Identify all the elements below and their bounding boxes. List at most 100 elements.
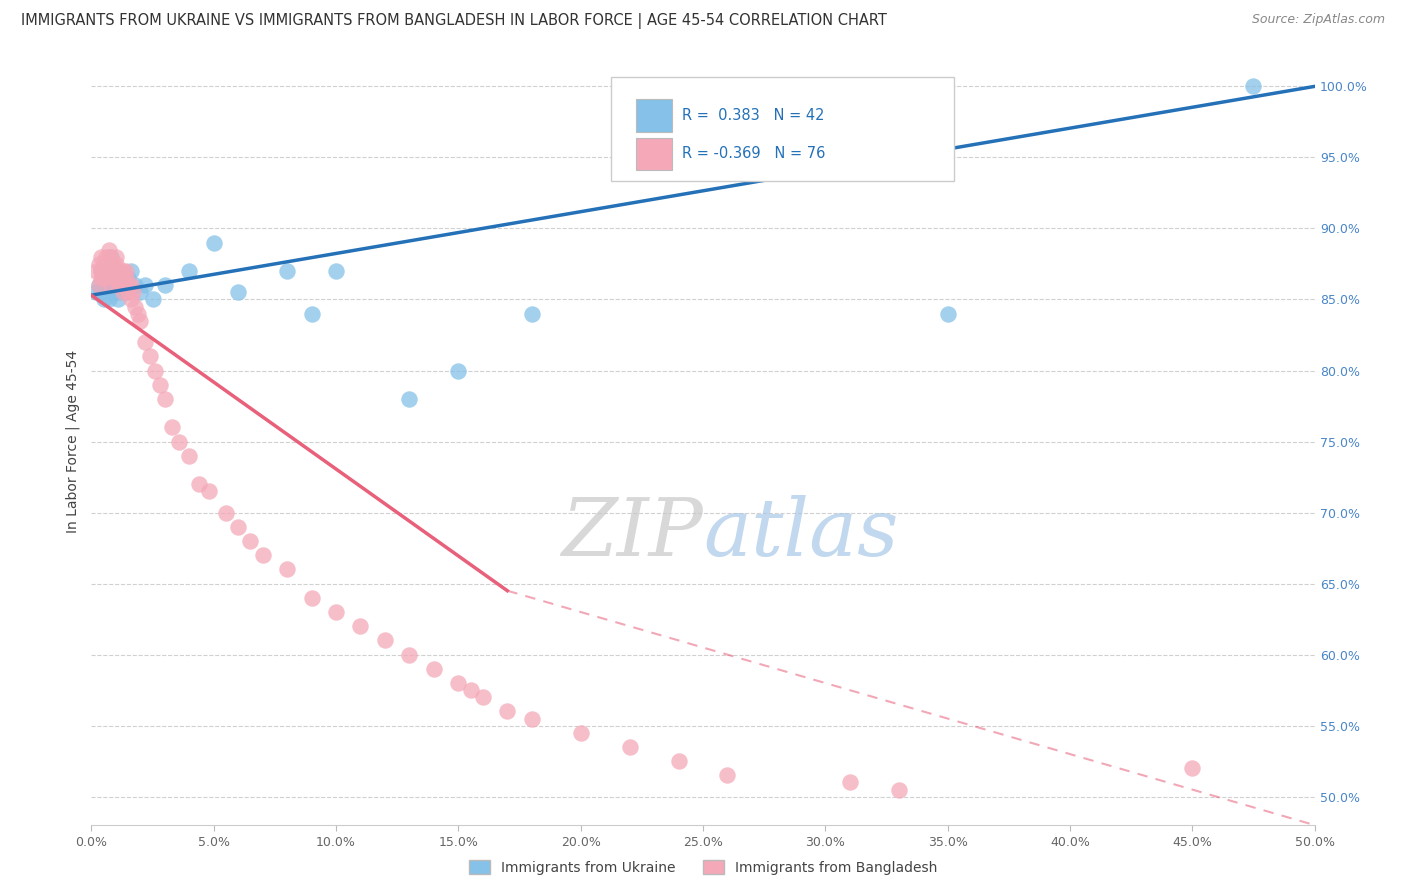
Point	[1243, 79, 1265, 94]
Point	[97, 293, 120, 307]
Point	[124, 300, 146, 314]
Point	[110, 278, 132, 293]
Point	[153, 278, 176, 293]
Point	[460, 683, 482, 698]
Point	[87, 257, 110, 271]
Point	[716, 768, 738, 782]
Point	[112, 285, 135, 300]
Point	[325, 605, 347, 619]
Text: atlas: atlas	[703, 495, 898, 573]
Point	[520, 307, 543, 321]
Point	[122, 285, 145, 300]
Text: R =  0.383   N = 42: R = 0.383 N = 42	[682, 108, 825, 123]
Point	[110, 285, 132, 300]
Point	[103, 285, 125, 300]
Legend: Immigrants from Ukraine, Immigrants from Bangladesh: Immigrants from Ukraine, Immigrants from…	[463, 855, 943, 880]
Point	[104, 264, 127, 278]
Point	[668, 754, 690, 768]
Text: IMMIGRANTS FROM UKRAINE VS IMMIGRANTS FROM BANGLADESH IN LABOR FORCE | AGE 45-54: IMMIGRANTS FROM UKRAINE VS IMMIGRANTS FR…	[21, 13, 887, 29]
Point	[84, 264, 107, 278]
Point	[226, 520, 249, 534]
Point	[94, 285, 117, 300]
Point	[104, 285, 127, 300]
Point	[112, 264, 135, 278]
Point	[103, 271, 125, 285]
Point	[97, 243, 120, 257]
Y-axis label: In Labor Force | Age 45-54: In Labor Force | Age 45-54	[66, 350, 80, 533]
FancyBboxPatch shape	[636, 137, 672, 170]
Point	[103, 271, 125, 285]
Point	[93, 264, 115, 278]
Point	[127, 307, 149, 321]
Point	[124, 278, 146, 293]
Point	[104, 271, 127, 285]
Point	[93, 271, 115, 285]
Point	[252, 548, 274, 562]
Point	[887, 782, 910, 797]
Point	[100, 278, 122, 293]
Point	[569, 725, 592, 739]
Point	[398, 392, 420, 406]
Point	[325, 264, 347, 278]
Point	[93, 293, 115, 307]
Point	[107, 264, 129, 278]
Point	[374, 633, 396, 648]
Point	[198, 484, 221, 499]
Point	[619, 739, 641, 754]
Point	[90, 271, 112, 285]
Point	[104, 257, 127, 271]
Point	[104, 278, 127, 293]
Point	[90, 264, 112, 278]
Point	[276, 264, 298, 278]
Point	[179, 449, 201, 463]
Point	[160, 420, 183, 434]
Point	[100, 250, 122, 264]
Point	[107, 278, 129, 293]
Point	[301, 591, 323, 605]
Point	[215, 506, 238, 520]
Point	[398, 648, 420, 662]
Point	[104, 250, 127, 264]
Point	[838, 775, 860, 789]
Point	[87, 278, 110, 293]
Point	[104, 264, 127, 278]
Point	[117, 271, 139, 285]
Point	[179, 264, 201, 278]
Point	[93, 257, 115, 271]
Point	[97, 264, 120, 278]
Point	[239, 533, 262, 548]
Point	[110, 271, 132, 285]
Point	[94, 250, 117, 264]
Point	[90, 285, 112, 300]
Point	[114, 271, 136, 285]
Point	[188, 477, 211, 491]
Point	[94, 264, 117, 278]
Point	[301, 307, 323, 321]
Point	[423, 662, 446, 676]
Point	[120, 278, 142, 293]
Point	[134, 278, 156, 293]
Text: Source: ZipAtlas.com: Source: ZipAtlas.com	[1251, 13, 1385, 27]
Point	[90, 250, 112, 264]
Point	[134, 335, 156, 350]
Point	[114, 264, 136, 278]
Point	[97, 285, 120, 300]
Point	[471, 690, 494, 705]
FancyBboxPatch shape	[636, 99, 672, 132]
Text: R = -0.369   N = 76: R = -0.369 N = 76	[682, 146, 825, 161]
Point	[103, 257, 125, 271]
Point	[107, 271, 129, 285]
Point	[520, 712, 543, 726]
Point	[120, 293, 142, 307]
Point	[100, 257, 122, 271]
Point	[97, 264, 120, 278]
Point	[129, 285, 152, 300]
Point	[112, 278, 135, 293]
Point	[496, 705, 519, 719]
Point	[202, 235, 225, 250]
Point	[169, 434, 191, 449]
Point	[139, 349, 162, 363]
Point	[226, 285, 249, 300]
Point	[87, 278, 110, 293]
Point	[90, 264, 112, 278]
